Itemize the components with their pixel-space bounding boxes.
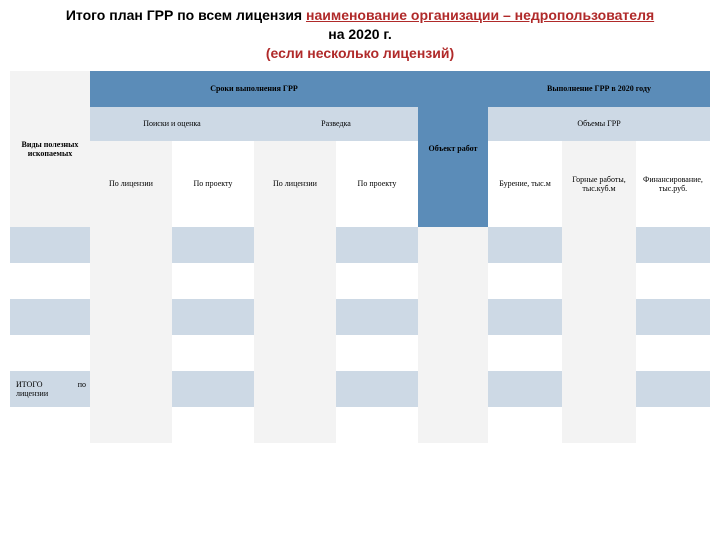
cell xyxy=(488,371,562,407)
cell xyxy=(254,263,336,299)
cell xyxy=(636,335,710,371)
row-label xyxy=(10,227,90,263)
hdr-po-proektu-1: По проекту xyxy=(172,141,254,227)
page-title: Итого план ГРР по всем лицензия наименов… xyxy=(0,6,720,63)
cell xyxy=(488,227,562,263)
hdr-finans: Финансирование, тыс.руб. xyxy=(636,141,710,227)
cell xyxy=(418,407,488,443)
row-label xyxy=(10,407,90,443)
cell xyxy=(90,407,172,443)
cell xyxy=(636,299,710,335)
cell xyxy=(562,335,636,371)
cell xyxy=(488,299,562,335)
cell xyxy=(336,227,418,263)
cell xyxy=(254,335,336,371)
row-label xyxy=(10,335,90,371)
header-row-2: Поиски и оценка Разведка Объемы ГРР xyxy=(10,107,710,141)
cell xyxy=(254,371,336,407)
cell xyxy=(562,263,636,299)
hdr-gornye: Горные работы, тыс.куб.м xyxy=(562,141,636,227)
cell xyxy=(418,371,488,407)
cell xyxy=(636,407,710,443)
cell xyxy=(172,299,254,335)
cell xyxy=(562,407,636,443)
hdr-obemy: Объемы ГРР xyxy=(488,107,710,141)
cell xyxy=(254,299,336,335)
title-line2: на 2020 г. xyxy=(328,26,392,42)
table-row xyxy=(10,407,710,443)
hdr-poisk: Поиски и оценка xyxy=(90,107,254,141)
cell xyxy=(488,407,562,443)
cell xyxy=(488,263,562,299)
cell xyxy=(172,263,254,299)
hdr-burenie: Бурение, тыс.м xyxy=(488,141,562,227)
page: Итого план ГРР по всем лицензия наименов… xyxy=(0,0,720,540)
cell xyxy=(90,263,172,299)
cell xyxy=(562,299,636,335)
cell xyxy=(254,227,336,263)
header-row-1: Виды полезных ископаемых Сроки выполнени… xyxy=(10,71,710,107)
hdr-po-licenzii-2: По лицензии xyxy=(254,141,336,227)
cell xyxy=(90,227,172,263)
cell xyxy=(336,299,418,335)
table-row-total: ИТОГО по лицензии xyxy=(10,371,710,407)
grr-table: Виды полезных ископаемых Сроки выполнени… xyxy=(10,71,710,443)
cell xyxy=(336,371,418,407)
row-label xyxy=(10,263,90,299)
cell xyxy=(636,227,710,263)
cell xyxy=(172,227,254,263)
cell xyxy=(636,263,710,299)
cell xyxy=(172,335,254,371)
title-line3: (если несколько лицензий) xyxy=(266,45,454,61)
hdr-objekt: Объект работ xyxy=(418,71,488,227)
cell xyxy=(418,335,488,371)
cell xyxy=(562,371,636,407)
cell xyxy=(172,407,254,443)
cell xyxy=(488,335,562,371)
cell xyxy=(562,227,636,263)
cell xyxy=(90,335,172,371)
hdr-vidy: Виды полезных ископаемых xyxy=(10,71,90,227)
row-label-total: ИТОГО по лицензии xyxy=(10,371,90,407)
table-row xyxy=(10,227,710,263)
header-row-3: По лицензии По проекту По лицензии По пр… xyxy=(10,141,710,227)
cell xyxy=(336,335,418,371)
title-line1-pre: Итого план ГРР по всем лицензия xyxy=(66,7,306,23)
table-row xyxy=(10,299,710,335)
cell xyxy=(636,371,710,407)
hdr-po-proektu-2: По проекту xyxy=(336,141,418,227)
cell xyxy=(254,407,336,443)
table-row xyxy=(10,263,710,299)
cell xyxy=(418,263,488,299)
hdr-po-licenzii-1: По лицензии xyxy=(90,141,172,227)
cell xyxy=(90,371,172,407)
cell xyxy=(336,263,418,299)
row-label xyxy=(10,299,90,335)
cell xyxy=(418,227,488,263)
cell xyxy=(336,407,418,443)
cell xyxy=(90,299,172,335)
hdr-vypolnenie: Выполнение ГРР в 2020 году xyxy=(488,71,710,107)
cell xyxy=(418,299,488,335)
title-org-name: наименование организации – недропользова… xyxy=(306,7,654,23)
hdr-sroki: Сроки выполнения ГРР xyxy=(90,71,418,107)
cell xyxy=(172,371,254,407)
hdr-razvedka: Разведка xyxy=(254,107,418,141)
table-row xyxy=(10,335,710,371)
